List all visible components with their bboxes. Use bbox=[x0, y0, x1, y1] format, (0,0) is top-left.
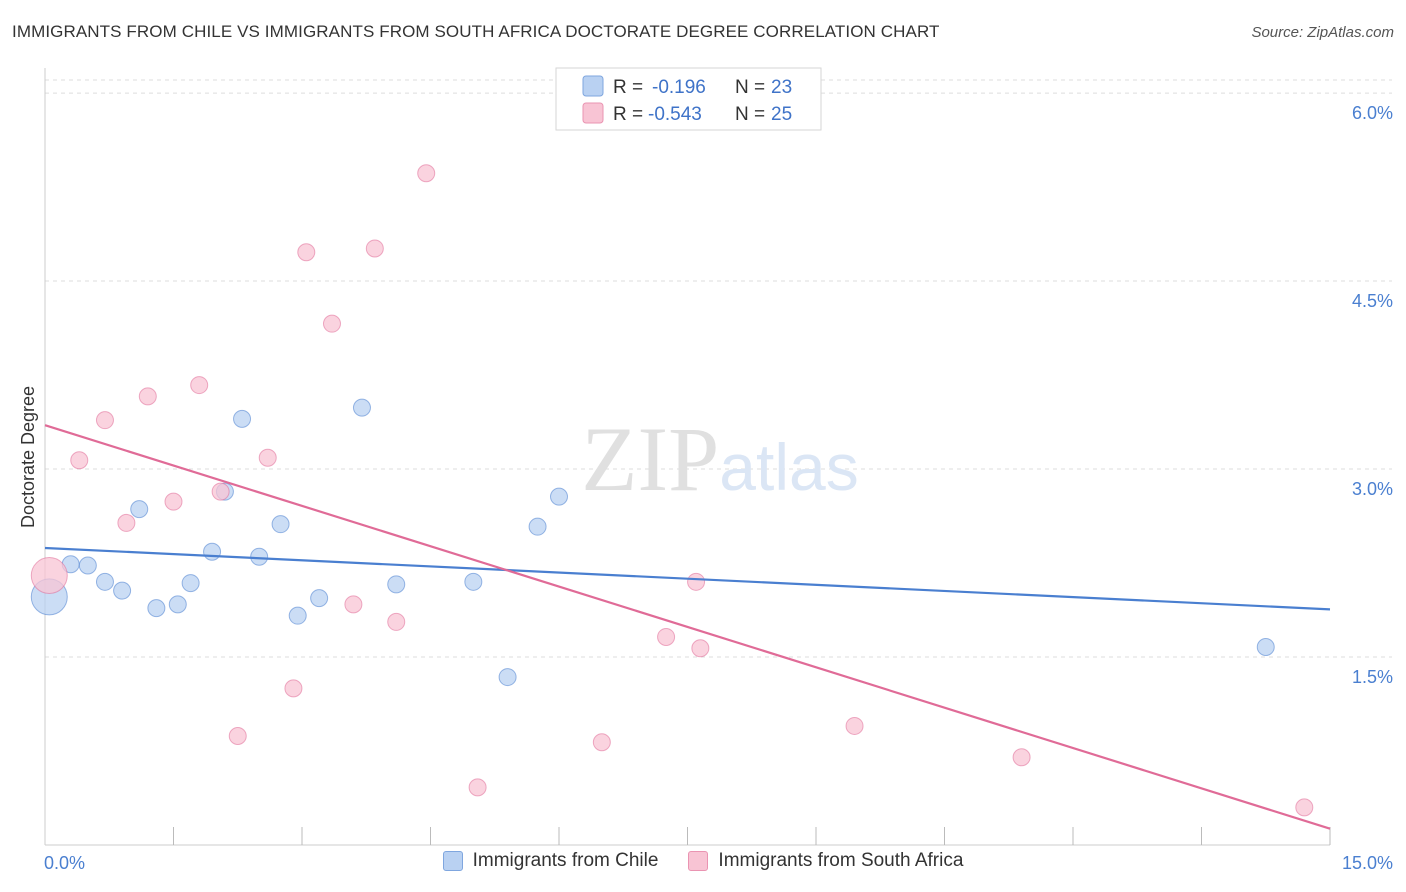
legend-n-value-south-africa: 25 bbox=[771, 104, 792, 125]
data-point-south-africa bbox=[284, 679, 303, 698]
watermark-zip: ZIP bbox=[581, 408, 719, 510]
data-point-south-africa bbox=[228, 726, 247, 745]
series-name-chile: Immigrants from Chile bbox=[472, 850, 659, 871]
data-point-south-africa bbox=[211, 482, 230, 501]
legend-n-value-chile: 23 bbox=[771, 77, 792, 98]
data-point-chile bbox=[203, 542, 222, 561]
data-point-south-africa bbox=[30, 557, 68, 595]
y-tick-label: 6.0% bbox=[1352, 103, 1393, 123]
data-point-south-africa bbox=[365, 239, 384, 258]
trend-line-south-africa bbox=[44, 424, 1331, 830]
data-point-south-africa bbox=[657, 627, 676, 646]
y-axis-title: Doctorate Degree bbox=[18, 386, 38, 528]
data-point-south-africa bbox=[1295, 798, 1314, 817]
data-point-chile bbox=[387, 575, 406, 594]
data-point-south-africa bbox=[845, 716, 864, 735]
data-point-south-africa bbox=[70, 451, 89, 470]
data-point-chile bbox=[550, 487, 568, 506]
x-tick-label-min: 0.0% bbox=[44, 853, 85, 873]
x-tick-label-max: 15.0% bbox=[1342, 853, 1393, 873]
legend-swatch-south-africa bbox=[582, 102, 604, 124]
data-point-south-africa bbox=[95, 411, 114, 430]
data-point-chile bbox=[288, 606, 307, 625]
data-point-chile bbox=[498, 668, 517, 687]
data-point-south-africa bbox=[258, 448, 277, 467]
legend-n-label-chile: N = bbox=[735, 77, 765, 98]
y-tick-label: 4.5% bbox=[1352, 291, 1393, 311]
data-point-south-africa bbox=[687, 572, 706, 591]
legend-r-value-chile: -0.196 bbox=[652, 77, 706, 98]
data-point-chile bbox=[95, 572, 114, 591]
legend-n-label-south-africa: N = bbox=[735, 104, 765, 125]
data-point-south-africa bbox=[138, 387, 157, 406]
watermark-atlas: atlas bbox=[719, 430, 858, 504]
data-point-chile bbox=[147, 599, 166, 618]
data-point-chile bbox=[113, 581, 132, 600]
axes: 1.5% 3.0% 4.5% 6.0% bbox=[44, 68, 1393, 846]
y-tick-label: 1.5% bbox=[1352, 667, 1393, 687]
data-point-south-africa bbox=[691, 639, 710, 658]
data-point-chile bbox=[181, 574, 200, 593]
series-swatch-chile bbox=[442, 851, 463, 871]
series-legend-south-africa: Immigrants from South Africa bbox=[688, 850, 963, 872]
data-point-south-africa bbox=[117, 513, 136, 532]
grid-lines bbox=[45, 79, 1392, 658]
series-swatch-south-africa bbox=[688, 851, 709, 871]
legend-r-value-south-africa: -0.543 bbox=[648, 104, 702, 125]
data-point-south-africa bbox=[592, 733, 611, 752]
data-point-chile bbox=[310, 589, 329, 608]
data-point-south-africa bbox=[164, 492, 183, 511]
series-legend: Immigrants from Chile Immigrants from So… bbox=[0, 850, 1406, 872]
data-point-chile bbox=[233, 409, 252, 428]
data-point-south-africa bbox=[344, 595, 363, 614]
data-point-chile bbox=[78, 556, 97, 575]
y-tick-label: 3.0% bbox=[1352, 479, 1393, 499]
series-legend-chile: Immigrants from Chile bbox=[442, 850, 659, 872]
series-name-south-africa: Immigrants from South Africa bbox=[718, 850, 964, 871]
source-credit: Source: ZipAtlas.com bbox=[1251, 24, 1394, 41]
legend-r-label-chile: R = bbox=[613, 77, 643, 98]
data-point-south-africa bbox=[417, 164, 436, 183]
data-point-chile bbox=[1256, 637, 1275, 656]
chart-title: IMMIGRANTS FROM CHILE VS IMMIGRANTS FROM… bbox=[12, 22, 940, 41]
data-point-south-africa bbox=[297, 243, 316, 262]
watermark: ZIPatlas bbox=[581, 408, 858, 510]
data-point-chile bbox=[464, 572, 483, 591]
legend-swatch-chile bbox=[582, 75, 604, 97]
data-point-chile bbox=[352, 398, 371, 417]
data-point-south-africa bbox=[387, 612, 406, 631]
data-point-chile bbox=[250, 547, 269, 566]
legend-r-label-south-africa: R = bbox=[613, 104, 643, 125]
data-point-south-africa bbox=[190, 376, 209, 395]
data-point-south-africa bbox=[1012, 748, 1031, 767]
data-point-chile bbox=[271, 515, 290, 534]
trend-lines bbox=[44, 424, 1331, 830]
data-points bbox=[30, 164, 1314, 817]
data-point-south-africa bbox=[468, 778, 487, 797]
trend-line-chile bbox=[44, 546, 1331, 611]
data-point-chile bbox=[130, 500, 149, 519]
stats-legend: R = -0.196 N = 23 R = -0.543 N = 25 bbox=[555, 67, 822, 131]
data-point-chile bbox=[168, 595, 187, 614]
data-point-south-africa bbox=[322, 314, 341, 333]
data-point-chile bbox=[528, 517, 547, 536]
